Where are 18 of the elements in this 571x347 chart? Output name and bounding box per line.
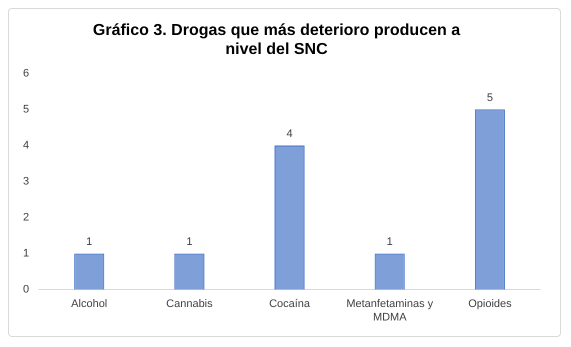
y-tick-label: 0 (22, 284, 30, 296)
data-label: 5 (486, 92, 493, 104)
y-tick-label: 5 (22, 103, 30, 116)
x-tick-label: Cocaína (269, 298, 311, 310)
x-tick-label: Alcohol (71, 298, 108, 310)
y-tick-label: 4 (22, 140, 30, 152)
data-label: 1 (186, 236, 192, 248)
data-label: 4 (286, 128, 293, 140)
y-tick-label: 2 (22, 212, 30, 224)
y-tick-label: 6 (22, 67, 30, 80)
x-tick-label: Opioides (468, 298, 512, 310)
data-label: 1 (386, 236, 393, 248)
y-tick-label: 1 (22, 248, 30, 260)
chart-title: Gráfico 3. Drogas que más deterioro producen a nivel del SNC (92, 22, 460, 58)
data-label: 1 (86, 236, 92, 248)
x-tick-label: Metanfetaminas y MDMA (346, 298, 434, 324)
y-tick-label: 3 (22, 176, 30, 188)
x-tick-label: Cannabis (166, 298, 214, 310)
